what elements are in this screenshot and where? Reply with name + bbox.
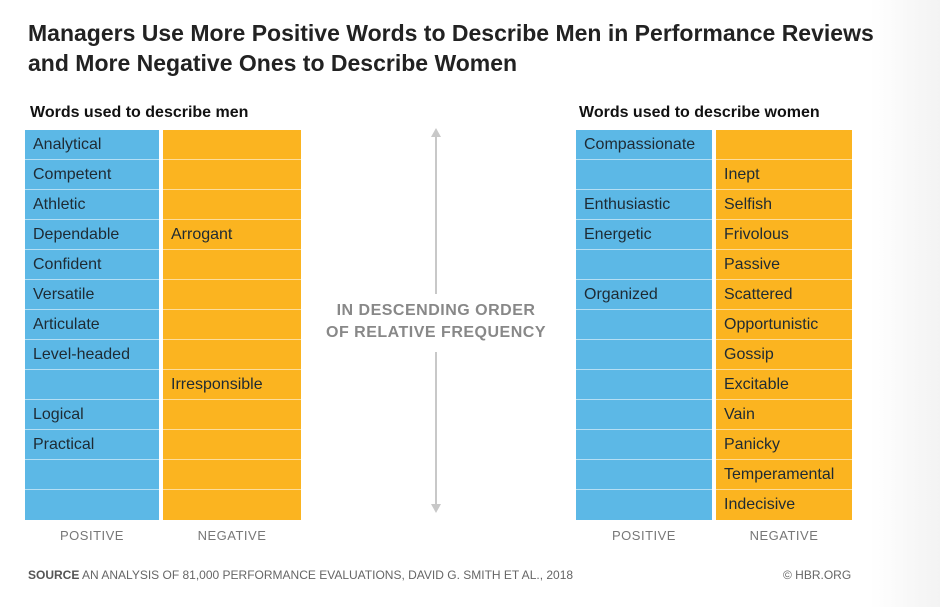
arrow-up-icon [431,128,441,137]
source-note: SOURCE AN ANALYSIS OF 81,000 PERFORMANCE… [28,568,573,582]
women-table-row: Temperamental [576,460,852,490]
women-table-row: Gossip [576,340,852,370]
women-table-positive-cell [576,460,712,490]
women-table-row: Inept [576,160,852,190]
men-table-positive-cell: Practical [25,430,159,460]
men-table-negative-cell [163,430,301,460]
men-table-positive-cell: Level-headed [25,340,159,370]
men-table-negative-cell [163,190,301,220]
women-table-positive-cell: Compassionate [576,130,712,160]
women-negative-column-label: NEGATIVE [749,528,819,543]
women-table-positive-cell: Enthusiastic [576,190,712,220]
men-table-positive-cell: Dependable [25,220,159,250]
men-table-positive-cell [25,490,159,520]
women-table-row: Passive [576,250,852,280]
source-label: SOURCE [28,568,80,582]
men-table-positive-cell [25,370,159,400]
men-table-negative-cell [163,250,301,280]
arrow-down-icon [431,504,441,513]
women-table-positive-cell [576,340,712,370]
women-table-positive-cell: Organized [576,280,712,310]
women-table-row: Energetic Frivolous [576,220,852,250]
men-table-positive-cell [25,460,159,490]
men-table-positive-cell: Analytical [25,130,159,160]
women-words-table: Compassionate Inept Enthusiastic Selfish Ene… [576,130,852,520]
women-table-negative-cell: Panicky [716,430,852,460]
men-table-row [25,490,301,520]
men-table-positive-cell: Versatile [25,280,159,310]
women-table-negative-cell: Frivolous [716,220,852,250]
women-table-row: Opportunistic [576,310,852,340]
women-table-negative-cell: Gossip [716,340,852,370]
women-table-row: Organized Scattered [576,280,852,310]
men-table-row: Confident [25,250,301,280]
women-table-row: Vain [576,400,852,430]
women-table-positive-cell [576,250,712,280]
men-words-table: Analytical Competent Athletic Dependable Arr… [25,130,301,520]
women-table-positive-cell [576,490,712,520]
men-table-row: Athletic [25,190,301,220]
women-table-positive-cell [576,370,712,400]
men-table-row: Logical [25,400,301,430]
women-table-positive-cell [576,160,712,190]
women-table-negative-cell: Opportunistic [716,310,852,340]
men-table-row [25,460,301,490]
women-positive-column-label: POSITIVE [612,528,676,543]
women-table-row: Indecisive [576,490,852,520]
chart-title: Managers Use More Positive Words to Desc… [28,20,874,76]
men-table-positive-cell: Athletic [25,190,159,220]
women-table-negative-cell: Passive [716,250,852,280]
women-table-negative-cell: Excitable [716,370,852,400]
men-table-negative-cell [163,310,301,340]
women-table-negative-cell: Temperamental [716,460,852,490]
women-table-negative-cell: Scattered [716,280,852,310]
women-table-row: Excitable [576,370,852,400]
men-table-negative-cell [163,460,301,490]
men-table-row: Irresponsible [25,370,301,400]
men-table-row: Level-headed [25,340,301,370]
men-table-positive-cell: Logical [25,400,159,430]
men-table-negative-cell [163,400,301,430]
men-table-row: Practical [25,430,301,460]
women-table-row: Enthusiastic Selfish [576,190,852,220]
women-table-negative-cell: Vain [716,400,852,430]
source-text: AN ANALYSIS OF 81,000 PERFORMANCE EVALUA… [82,568,574,582]
men-table-negative-cell: Arrogant [163,220,301,250]
men-table-row: Articulate [25,310,301,340]
women-table-title: Words used to describe women [579,104,820,121]
women-table-positive-cell: Energetic [576,220,712,250]
frequency-order-line-2: OF RELATIVE FREQUENCY [326,324,546,341]
men-table-negative-cell [163,160,301,190]
men-negative-column-label: NEGATIVE [197,528,267,543]
men-table-negative-cell: Irresponsible [163,370,301,400]
women-table-negative-cell: Selfish [716,190,852,220]
right-edge-shade [870,0,940,607]
men-table-negative-cell [163,280,301,310]
women-table-positive-cell [576,310,712,340]
frequency-order-label: IN DESCENDING ORDER OF RELATIVE FREQUENC… [312,294,560,352]
women-table-negative-cell [716,130,852,160]
women-table-negative-cell: Inept [716,160,852,190]
women-table-row: Compassionate [576,130,852,160]
men-table-row: Analytical [25,130,301,160]
men-table-negative-cell [163,490,301,520]
men-table-positive-cell: Articulate [25,310,159,340]
men-table-row: Versatile [25,280,301,310]
women-table-positive-cell [576,430,712,460]
men-positive-column-label: POSITIVE [60,528,124,543]
women-table-row: Panicky [576,430,852,460]
men-table-positive-cell: Competent [25,160,159,190]
men-table-negative-cell [163,130,301,160]
women-table-positive-cell [576,400,712,430]
men-table-title: Words used to describe men [30,104,249,121]
women-table-negative-cell: Indecisive [716,490,852,520]
men-table-positive-cell: Confident [25,250,159,280]
men-table-row: Competent [25,160,301,190]
men-table-negative-cell [163,340,301,370]
frequency-order-line-1: IN DESCENDING ORDER [336,302,536,319]
credit-text: © HBR.ORG [783,568,852,582]
men-table-row: Dependable Arrogant [25,220,301,250]
